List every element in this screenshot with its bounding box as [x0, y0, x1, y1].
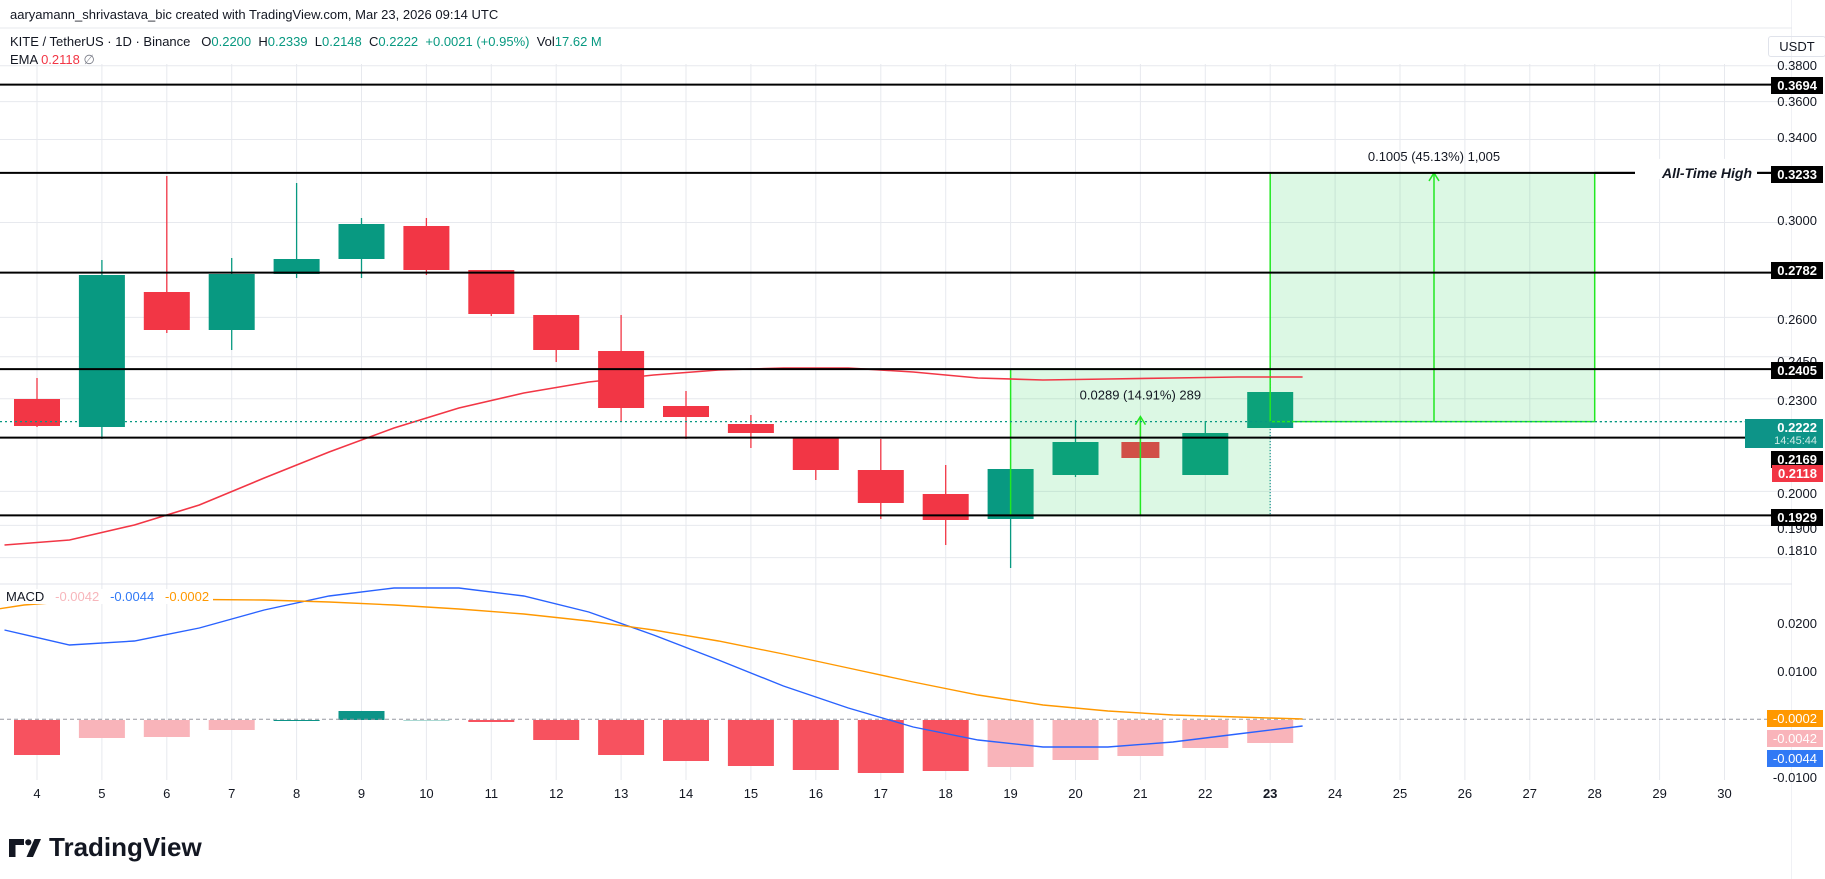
svg-text:0.1005 (45.13%) 1,005: 0.1005 (45.13%) 1,005 — [1368, 149, 1500, 164]
svg-text:0.0289 (14.91%) 289: 0.0289 (14.91%) 289 — [1080, 388, 1201, 403]
svg-text:All-Time High: All-Time High — [1661, 165, 1752, 181]
